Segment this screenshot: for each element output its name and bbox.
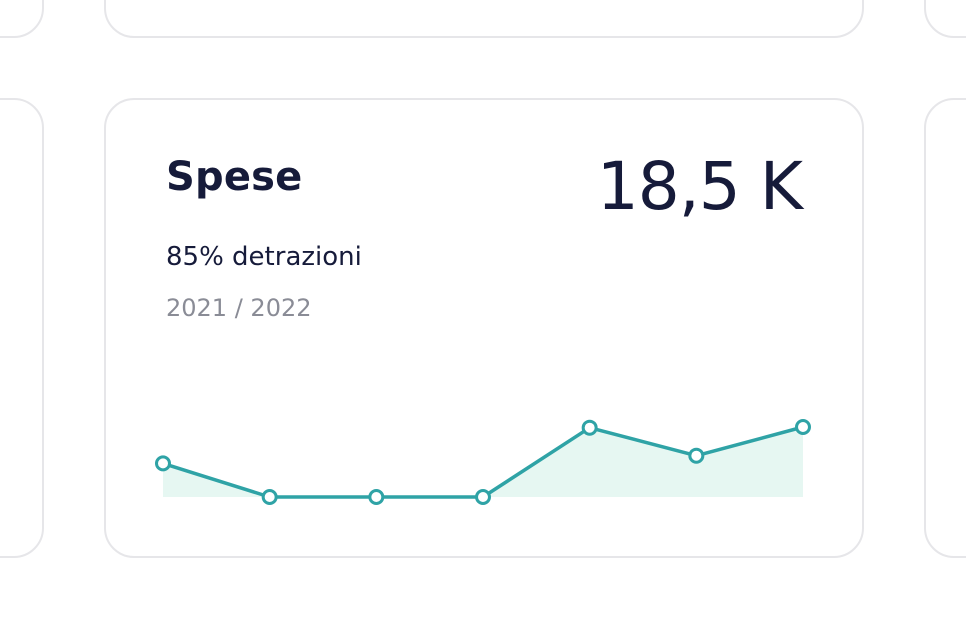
card-top-left-partial xyxy=(0,0,44,38)
card-value: 18,5 K xyxy=(596,148,803,225)
card-subtitle: 85% detrazioni xyxy=(166,242,362,272)
card-top-right-partial xyxy=(924,0,966,38)
card-top-partial xyxy=(104,0,864,38)
card-title: Spese xyxy=(166,154,303,200)
card-right-partial xyxy=(924,98,966,558)
card-left-partial xyxy=(0,98,44,558)
expenses-card[interactable]: Spese 18,5 K 85% detrazioni 2021 / 2022 xyxy=(104,98,864,558)
card-period: 2021 / 2022 xyxy=(166,294,312,322)
